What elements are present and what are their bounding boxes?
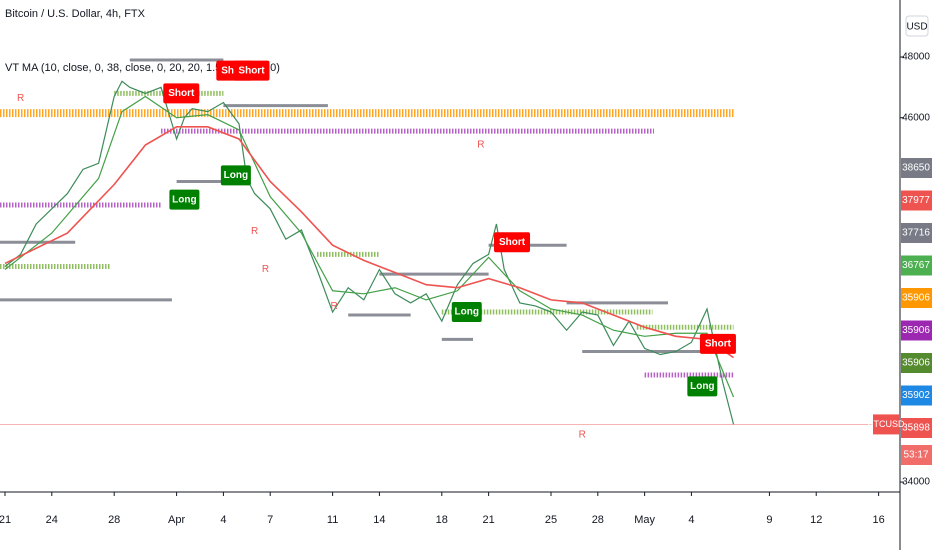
unit-box xyxy=(905,15,929,37)
x-tick-label: 9 xyxy=(766,514,772,526)
y-tick-label: 46000 xyxy=(902,112,930,123)
x-tick-label: 25 xyxy=(545,514,557,526)
price-label-box xyxy=(901,320,932,341)
price-label: 35906 xyxy=(902,358,930,369)
price-label-box xyxy=(901,190,932,211)
price-line-series xyxy=(4,80,735,425)
price-label-box xyxy=(901,223,932,243)
countdown: 53:17 xyxy=(903,450,928,461)
x-tick-label: 21 xyxy=(482,514,494,526)
x-tick-label: 21 xyxy=(0,514,11,526)
signal-label: Long xyxy=(172,194,196,205)
signal-box xyxy=(699,333,736,354)
x-tick-label: 4 xyxy=(688,514,694,526)
price-label-box xyxy=(901,353,932,373)
symbol-label-box xyxy=(873,414,900,435)
price-label-box xyxy=(901,255,932,276)
signal-box xyxy=(220,165,251,186)
moving-average xyxy=(4,126,734,359)
signal-label: Long xyxy=(690,381,714,392)
price-label: 37716 xyxy=(902,228,930,239)
x-tick-label: 28 xyxy=(108,514,120,526)
price-label: 37977 xyxy=(902,195,930,206)
signal-label: R xyxy=(17,93,24,104)
y-tick-label: 48000 xyxy=(902,52,930,63)
y-tick-label: 34000 xyxy=(902,477,930,488)
signal-box xyxy=(494,232,531,253)
signal-label: R xyxy=(262,264,269,275)
price-label-box xyxy=(901,288,932,308)
price-label: 36767 xyxy=(902,260,930,271)
x-tick-label: 7 xyxy=(267,514,273,526)
price-label-box xyxy=(901,418,932,438)
signal-box xyxy=(163,83,200,104)
indicator-title: VT MA (10, close, 0, 38, close, 0, 20, 2… xyxy=(5,62,280,74)
x-tick-label: Apr xyxy=(168,514,185,526)
x-tick-label: 4 xyxy=(220,514,226,526)
signal-label: R xyxy=(579,429,586,440)
symbol-label: BTCUSD xyxy=(867,419,905,429)
countdown-box xyxy=(901,445,932,465)
x-tick-label: May xyxy=(634,514,655,526)
price-label: 35906 xyxy=(902,293,930,304)
x-tick-label: 14 xyxy=(373,514,385,526)
signal-label: R xyxy=(251,226,258,237)
x-tick-label: 11 xyxy=(327,514,338,526)
signal-label: Long xyxy=(455,307,479,318)
price-label: 35902 xyxy=(902,390,930,401)
y-axis-label: USD xyxy=(906,22,927,33)
signal-label: R xyxy=(477,140,484,151)
signal-label: Short xyxy=(705,339,732,350)
x-tick-label: 24 xyxy=(46,514,58,526)
price-label: 38650 xyxy=(902,163,930,174)
signal-label: Short xyxy=(499,237,526,248)
signal-label: R xyxy=(331,301,338,312)
moving-average xyxy=(4,95,735,398)
signal-label: Short xyxy=(168,88,195,99)
chart-title: Bitcoin / U.S. Dollar, 4h, FTX xyxy=(5,8,146,20)
signal-box xyxy=(451,302,482,323)
x-tick-label: 28 xyxy=(592,514,604,526)
price-label-box xyxy=(901,385,932,406)
signal-label: Long xyxy=(224,170,248,181)
x-tick-label: 12 xyxy=(810,514,822,526)
price-label-box xyxy=(901,158,932,178)
x-tick-label: 16 xyxy=(873,514,885,526)
x-tick-label: 18 xyxy=(436,514,448,526)
price-label: 35898 xyxy=(902,423,930,434)
price-label: 35906 xyxy=(902,325,930,336)
signal-box xyxy=(169,189,200,210)
signal-label: Short xyxy=(238,65,265,76)
signal-box xyxy=(687,376,718,397)
signal-box xyxy=(233,60,270,81)
